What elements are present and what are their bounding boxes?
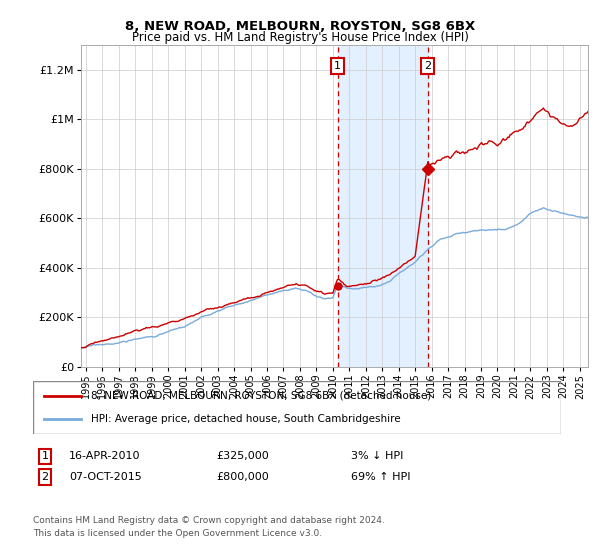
Text: £325,000: £325,000 xyxy=(216,451,269,461)
Text: This data is licensed under the Open Government Licence v3.0.: This data is licensed under the Open Gov… xyxy=(33,529,322,538)
Text: 1: 1 xyxy=(41,451,49,461)
Text: 2: 2 xyxy=(424,61,431,71)
Text: Price paid vs. HM Land Registry's House Price Index (HPI): Price paid vs. HM Land Registry's House … xyxy=(131,31,469,44)
Text: 16-APR-2010: 16-APR-2010 xyxy=(69,451,140,461)
Text: 07-OCT-2015: 07-OCT-2015 xyxy=(69,472,142,482)
Text: 2: 2 xyxy=(41,472,49,482)
Bar xyxy=(338,45,428,367)
Text: 8, NEW ROAD, MELBOURN, ROYSTON, SG8 6BX: 8, NEW ROAD, MELBOURN, ROYSTON, SG8 6BX xyxy=(125,20,475,32)
Text: 8, NEW ROAD, MELBOURN, ROYSTON, SG8 6BX (detached house): 8, NEW ROAD, MELBOURN, ROYSTON, SG8 6BX … xyxy=(91,391,431,401)
Text: 69% ↑ HPI: 69% ↑ HPI xyxy=(351,472,410,482)
Text: 3% ↓ HPI: 3% ↓ HPI xyxy=(351,451,403,461)
Text: 1: 1 xyxy=(334,61,341,71)
Text: HPI: Average price, detached house, South Cambridgeshire: HPI: Average price, detached house, Sout… xyxy=(91,414,401,424)
Text: Contains HM Land Registry data © Crown copyright and database right 2024.: Contains HM Land Registry data © Crown c… xyxy=(33,516,385,525)
Text: £800,000: £800,000 xyxy=(216,472,269,482)
